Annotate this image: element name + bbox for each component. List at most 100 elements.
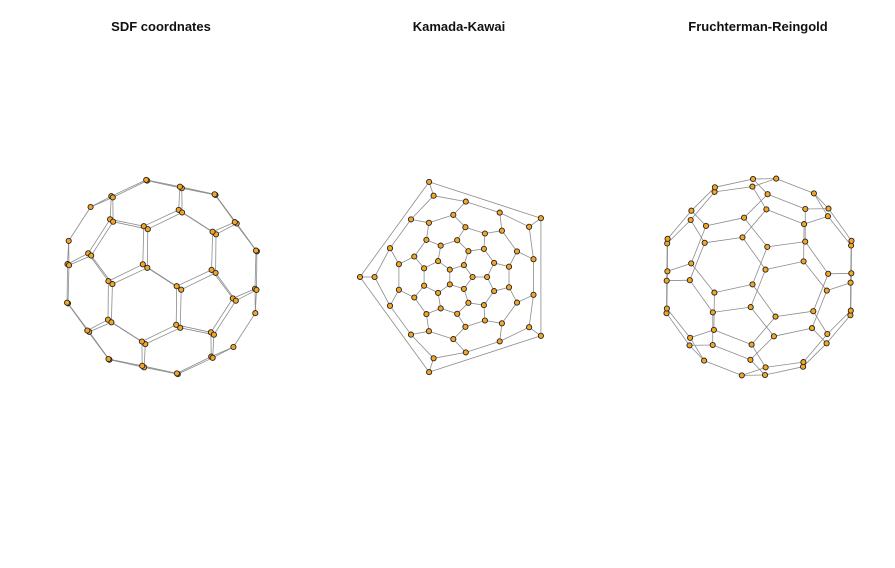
graph-vertex	[505, 263, 513, 270]
graph-edge	[213, 300, 237, 335]
graph-vertex	[139, 362, 146, 369]
graph-edge	[389, 289, 400, 306]
graph-edge	[465, 226, 486, 234]
graph-edge	[743, 217, 768, 248]
graph-vertex	[210, 331, 217, 338]
graph-vertex	[825, 205, 832, 212]
graph-vertex	[701, 239, 708, 246]
graph-edge	[812, 310, 828, 335]
graph-edge	[750, 336, 775, 361]
graph-edge	[803, 333, 828, 363]
graph-vertex	[138, 338, 145, 345]
graph-vertex	[687, 334, 694, 341]
graph-edge	[87, 219, 111, 254]
graph-vertex	[450, 336, 457, 343]
graph-edge	[389, 248, 400, 265]
graph-edge	[112, 267, 148, 285]
graph-edge	[146, 179, 180, 188]
graph-edge	[410, 195, 434, 220]
graph-vertex	[537, 215, 544, 222]
graph-edge	[143, 344, 146, 368]
graph-edge	[750, 306, 775, 337]
graph-vertex	[426, 369, 433, 376]
graph-edge	[752, 186, 767, 210]
graph-edge	[813, 193, 829, 217]
graph-vertex	[825, 270, 832, 277]
graph-vertex	[802, 238, 809, 245]
graph-edge	[690, 263, 715, 293]
graph-vertex	[386, 302, 394, 309]
graph-edge	[499, 212, 530, 228]
graph-edge	[146, 229, 149, 268]
graph-vertex	[773, 175, 780, 182]
graph-vertex	[738, 372, 745, 379]
graph-edge	[812, 273, 829, 312]
graph-vertex	[454, 310, 461, 317]
graph-edge	[689, 242, 706, 281]
graph-vertex	[808, 325, 816, 332]
graph-vertex	[173, 283, 180, 290]
graph-vertex	[749, 175, 757, 183]
graph-vertex	[762, 364, 769, 371]
graph-edge	[752, 284, 776, 317]
graph-vertex	[426, 178, 433, 185]
graph-vertex	[749, 183, 756, 190]
panel-title-kamada-kawai: Kamada-Kawai	[412, 19, 506, 34]
graph-vertex	[462, 198, 469, 205]
vertices-group	[64, 176, 260, 378]
graph-edge	[86, 330, 109, 360]
graph-vertex	[253, 286, 260, 293]
graph-vertex	[537, 332, 544, 339]
graph-edge	[764, 366, 804, 376]
graph-vertex	[109, 194, 116, 201]
graph-vertex	[526, 223, 533, 230]
graph-edge	[690, 191, 715, 221]
graph-vertex	[209, 228, 216, 235]
graph-vertex	[425, 219, 432, 226]
graph-vertex	[764, 243, 771, 250]
graph-edge	[413, 297, 427, 315]
graph-vertex	[430, 192, 437, 199]
graph-edge	[811, 327, 827, 344]
graph-edge	[713, 329, 752, 345]
graph-vertex	[824, 213, 831, 220]
graph-plot-sdf	[64, 176, 260, 378]
graph-edge	[703, 360, 742, 376]
graph-edge	[147, 212, 183, 230]
graph-vertex	[395, 261, 402, 268]
graph-vertex	[800, 359, 807, 366]
graph-vertex	[411, 294, 418, 301]
vertices-group	[663, 175, 855, 379]
graph-edge	[109, 359, 145, 368]
graph-edge	[689, 345, 705, 361]
graph-plot-kamada-kawai	[356, 178, 544, 376]
graph-vertex	[230, 343, 237, 351]
graph-vertex	[491, 288, 498, 295]
graph-vertex	[498, 320, 505, 327]
graph-edge	[666, 279, 690, 282]
graph-edge	[690, 219, 706, 244]
graph-edge	[742, 237, 766, 270]
graph-edge	[210, 298, 234, 333]
graph-edge	[776, 178, 815, 194]
graph-edge	[803, 215, 829, 225]
graph-edge	[741, 367, 766, 376]
graph-vertex	[423, 311, 430, 318]
graph-vertex	[824, 330, 831, 338]
graph-vertex	[800, 258, 807, 265]
graph-vertex	[178, 286, 185, 293]
graph-vertex	[177, 324, 184, 331]
graph-edge	[142, 365, 177, 374]
edges-group	[666, 178, 852, 376]
graph-edge	[433, 195, 466, 202]
graph-edge	[108, 263, 143, 282]
graph-edge	[802, 343, 827, 367]
graph-vertex	[140, 223, 147, 230]
graph-edge	[178, 186, 181, 210]
graph-vertex	[664, 235, 671, 242]
graph-edge	[410, 334, 434, 359]
graph-vertex	[465, 299, 472, 306]
graph-vertex	[686, 342, 693, 349]
graph-vertex	[810, 190, 817, 197]
graph-edge	[177, 357, 213, 375]
